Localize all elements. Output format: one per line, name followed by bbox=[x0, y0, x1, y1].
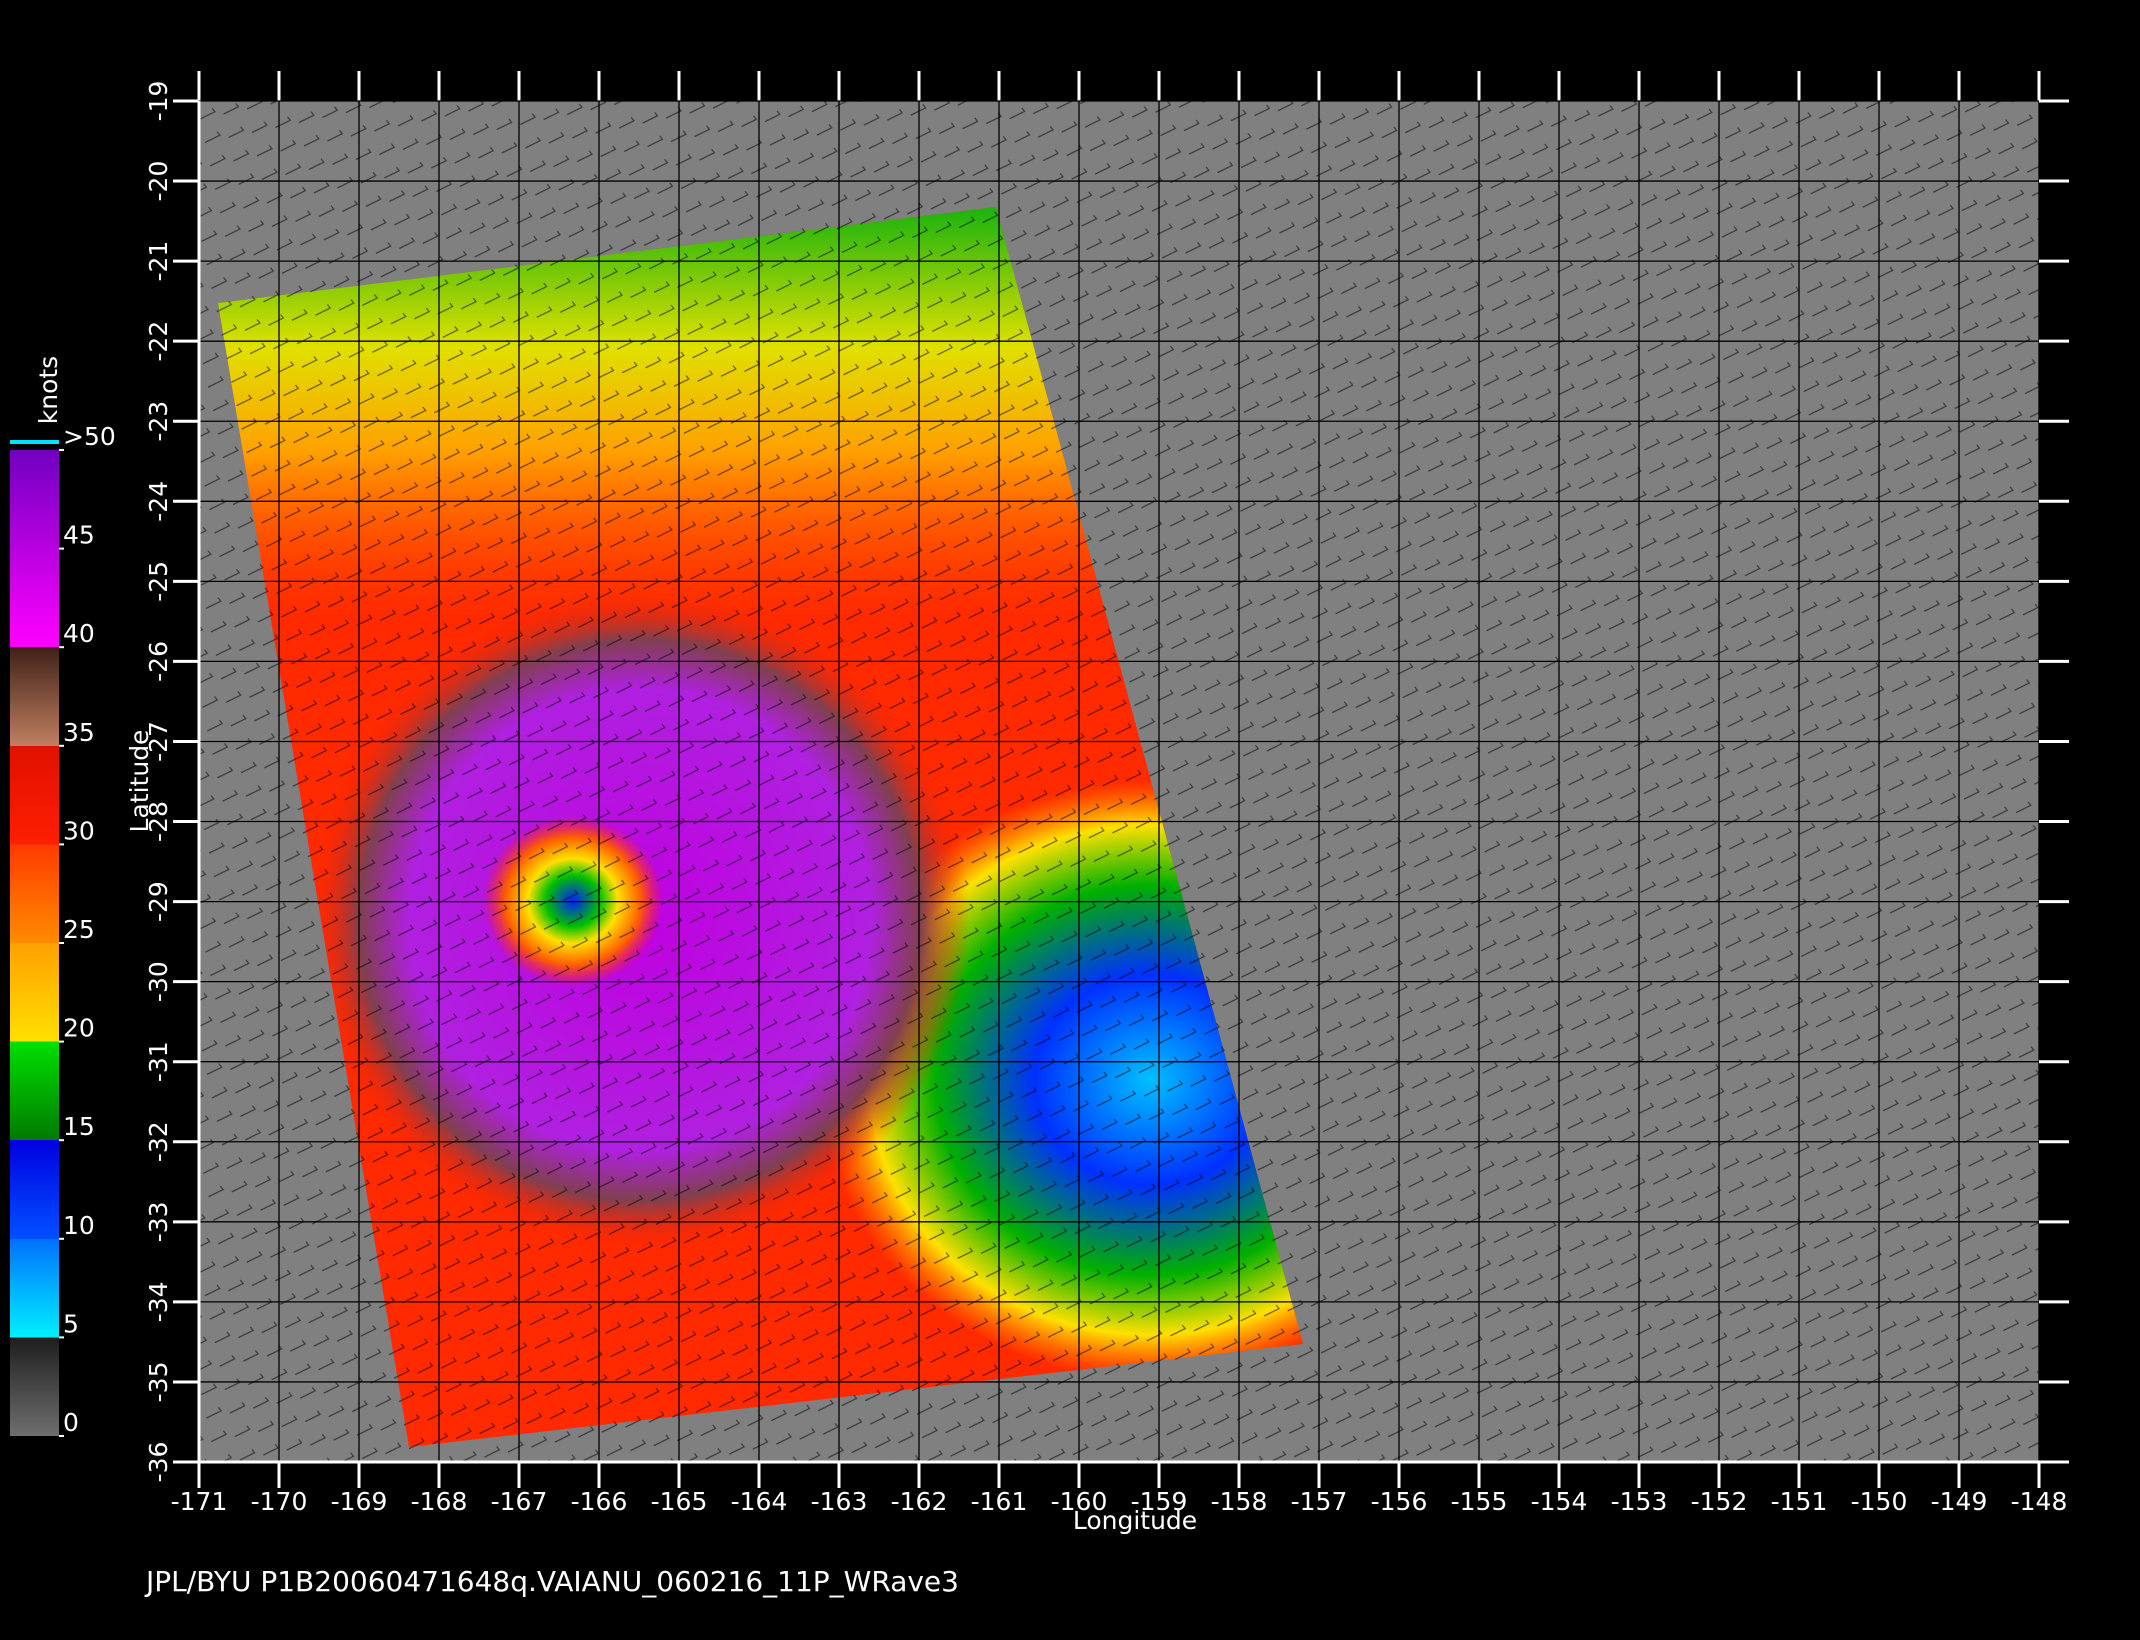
x-tick-label: -161 bbox=[971, 1487, 1028, 1516]
colorbar-tick-label: 30 bbox=[63, 816, 95, 845]
x-tick-label: -154 bbox=[1531, 1487, 1588, 1516]
y-tick-label: -24 bbox=[144, 481, 173, 522]
x-tick-label: -169 bbox=[331, 1487, 388, 1516]
y-tick-label: -21 bbox=[144, 241, 173, 282]
x-tick-label: -153 bbox=[1611, 1487, 1668, 1516]
x-tick-label: -148 bbox=[2011, 1487, 2068, 1516]
y-tick-label: -31 bbox=[144, 1041, 173, 1082]
y-tick-label: -35 bbox=[144, 1362, 173, 1403]
colorbar-tick-label: 10 bbox=[63, 1211, 95, 1240]
colorbar-tick-label: 40 bbox=[63, 619, 95, 648]
y-tick-label: -30 bbox=[144, 961, 173, 1002]
x-tick-label: -150 bbox=[1851, 1487, 1908, 1516]
x-tick-label: -162 bbox=[891, 1487, 948, 1516]
colorbar-tick-label: 45 bbox=[63, 521, 95, 550]
colorbar-label: knots bbox=[34, 356, 63, 424]
colorbar-tick-label: 25 bbox=[63, 915, 95, 944]
y-axis-label: Latitude bbox=[125, 730, 154, 833]
colorbar-tick-label: 5 bbox=[63, 1309, 79, 1338]
colorbar bbox=[10, 450, 59, 1436]
x-tick-label: -151 bbox=[1771, 1487, 1828, 1516]
x-tick-label: -170 bbox=[251, 1487, 308, 1516]
x-axis-label: Longitude bbox=[1073, 1506, 1197, 1535]
x-tick-label: -167 bbox=[491, 1487, 548, 1516]
y-tick-label: -27 bbox=[144, 721, 173, 762]
plot-area bbox=[199, 101, 2039, 1462]
x-tick-label: -157 bbox=[1291, 1487, 1348, 1516]
x-tick-label: -164 bbox=[731, 1487, 788, 1516]
y-tick-label: -19 bbox=[144, 81, 173, 122]
x-tick-label: -149 bbox=[1931, 1487, 1988, 1516]
y-tick-label: -36 bbox=[144, 1442, 173, 1483]
y-tick-label: -32 bbox=[144, 1121, 173, 1162]
x-tick-label: -171 bbox=[171, 1487, 228, 1516]
x-tick-label: -166 bbox=[571, 1487, 628, 1516]
y-tick-label: -28 bbox=[144, 801, 173, 842]
y-tick-label: -25 bbox=[144, 561, 173, 602]
y-tick-label: -22 bbox=[144, 321, 173, 362]
x-tick-label: -156 bbox=[1371, 1487, 1428, 1516]
axes: -171 -170 -169 -168 -167 -166 -165 -164 -163 -162… bbox=[59, 71, 2069, 1516]
y-tick-label: -23 bbox=[144, 401, 173, 442]
x-tick-label: -163 bbox=[811, 1487, 868, 1516]
colorbar-tick-label: 0 bbox=[63, 1408, 79, 1437]
colorbar-tick-label: 35 bbox=[63, 718, 95, 747]
x-tick-label: -165 bbox=[651, 1487, 708, 1516]
y-tick-label: -34 bbox=[144, 1281, 173, 1322]
colorbar-cap bbox=[10, 440, 59, 444]
x-tick-label: -160 bbox=[1051, 1487, 1108, 1516]
colorbar-tick-label: 15 bbox=[63, 1112, 95, 1141]
footer: JPL/BYU P1B20060471648q.VAIANU_060216_11… bbox=[144, 1565, 959, 1598]
x-tick-label: -155 bbox=[1451, 1487, 1508, 1516]
x-tick-label: -159 bbox=[1131, 1487, 1188, 1516]
x-tick-label: -158 bbox=[1211, 1487, 1268, 1516]
colorbar-tick-label: 20 bbox=[63, 1014, 95, 1043]
x-tick-label: -152 bbox=[1691, 1487, 1748, 1516]
y-tick-label: -20 bbox=[144, 161, 173, 202]
x-tick-label: -168 bbox=[411, 1487, 468, 1516]
colorbar-tick-label: >50 bbox=[63, 422, 116, 451]
y-tick-label: -33 bbox=[144, 1201, 173, 1242]
y-tick-label: -26 bbox=[144, 641, 173, 682]
y-tick-label: -29 bbox=[144, 881, 173, 922]
